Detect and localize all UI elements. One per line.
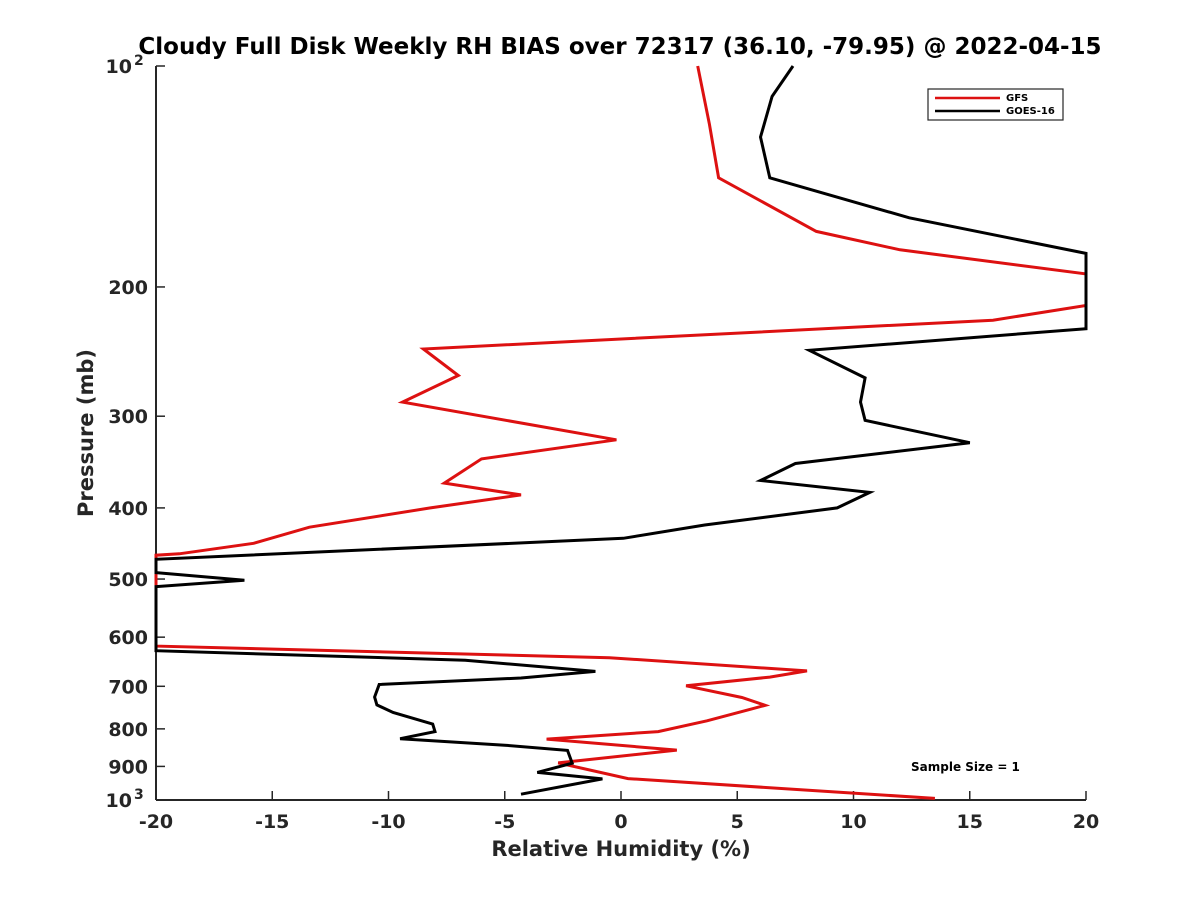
series-line-goes16 [154, 65, 1088, 796]
y-tick-exponent: 3 [134, 787, 144, 803]
chart-title: Cloudy Full Disk Weekly RH BIAS over 723… [138, 34, 1101, 60]
y-tick-label: 400 [108, 498, 148, 520]
y-tick-label: 800 [108, 719, 148, 741]
series-layer [154, 65, 1088, 800]
sample-size-annotation: Sample Size = 1 [911, 760, 1020, 774]
x-tick-label: 20 [1073, 811, 1099, 833]
x-tick-label: -15 [255, 811, 289, 833]
y-tick-label: 300 [108, 406, 148, 428]
legend-label-gfs: GFS [1006, 93, 1028, 104]
y-tick-label: 600 [108, 627, 148, 649]
y-tick-label: 10 [106, 790, 132, 812]
x-tick-label: 0 [614, 811, 627, 833]
x-ticks: -20 -15 -10 -5 0 5 10 15 20 [139, 791, 1099, 833]
legend: GFS GOES-16 [927, 88, 1064, 121]
x-tick-label: 10 [840, 811, 866, 833]
series-line-gfs [154, 65, 1088, 800]
legend-box [927, 88, 1064, 121]
x-axis-label: Relative Humidity (%) [491, 837, 750, 861]
y-tick-label: 700 [108, 676, 148, 698]
axes-frame [155, 66, 1086, 801]
x-tick-label: -20 [139, 811, 173, 833]
x-tick-label: -10 [371, 811, 405, 833]
legend-label-goes16: GOES-16 [1006, 106, 1055, 117]
y-tick-label: 200 [108, 277, 148, 299]
y-tick-label: 500 [108, 569, 148, 591]
y-tick-exponent: 2 [134, 53, 144, 69]
y-axis-label: Pressure (mb) [74, 349, 98, 517]
y-tick-label: 10 [106, 56, 132, 78]
x-tick-label: 5 [731, 811, 744, 833]
x-tick-label: -5 [494, 811, 515, 833]
x-tick-label: 15 [957, 811, 983, 833]
y-tick-label: 900 [108, 756, 148, 778]
